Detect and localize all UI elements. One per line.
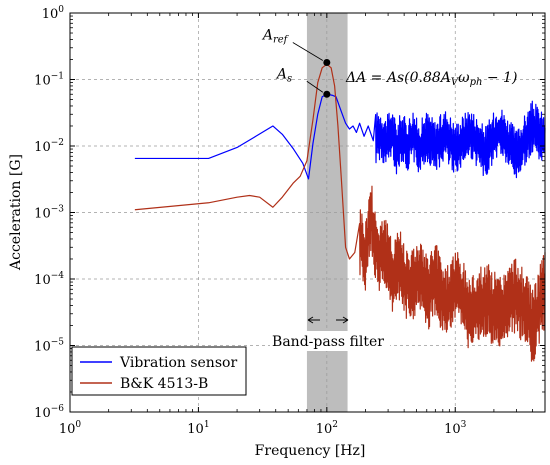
point-a-s bbox=[323, 90, 331, 98]
series-line-vibration-sensor bbox=[134, 93, 546, 180]
y-tick-label: 10−4 bbox=[34, 271, 64, 288]
y-tick-label: 10−6 bbox=[34, 404, 64, 421]
axis-ticks: 100 101 102 103 10−6 10−5 10−4 10−3 10−2 10−1 100 bbox=[34, 5, 546, 437]
band-pass-arrowhead-left bbox=[307, 316, 314, 324]
y-tick-label: 10−3 bbox=[34, 205, 64, 222]
y-tick-label: 100 bbox=[42, 5, 65, 22]
point-leader-line bbox=[292, 42, 324, 61]
legend-entry-vibration-sensor: Vibration sensor bbox=[119, 355, 237, 371]
point-label-a-s: As bbox=[275, 66, 292, 84]
legend-box bbox=[71, 346, 247, 396]
point-label-a-ref: Aref bbox=[261, 28, 290, 46]
legend: Vibration sensor B&K 4513-B bbox=[71, 346, 247, 396]
y-tick-label: 10−1 bbox=[34, 72, 64, 89]
band-pass-label-bg bbox=[270, 331, 390, 351]
x-axis-label: Frequency [Hz] bbox=[255, 443, 366, 459]
series-line-b-k-4513-b bbox=[134, 63, 546, 362]
y-axis-label: Acceleration [G] bbox=[8, 154, 24, 271]
legend-entry-bk-4513-b: B&K 4513-B bbox=[120, 376, 208, 392]
point-leader-line bbox=[306, 80, 324, 93]
band-pass-label: Band-pass filter bbox=[272, 334, 384, 350]
x-tick-label: 100 bbox=[59, 420, 82, 437]
band-pass-annotation: Band-pass filter bbox=[270, 316, 390, 351]
series-lines bbox=[134, 63, 546, 362]
band-pass-arrowhead-right bbox=[342, 316, 349, 324]
x-tick-label: 102 bbox=[316, 420, 338, 437]
delta-a-formula: ΔA = As(0.88AVωph − 1) bbox=[345, 70, 517, 88]
marked-points: Aref As bbox=[261, 28, 331, 98]
x-tick-label: 101 bbox=[187, 420, 209, 437]
point-a-ref bbox=[323, 59, 331, 67]
x-tick-label: 103 bbox=[444, 420, 467, 437]
y-tick-label: 10−5 bbox=[34, 338, 64, 355]
y-tick-label: 10−2 bbox=[34, 138, 64, 155]
